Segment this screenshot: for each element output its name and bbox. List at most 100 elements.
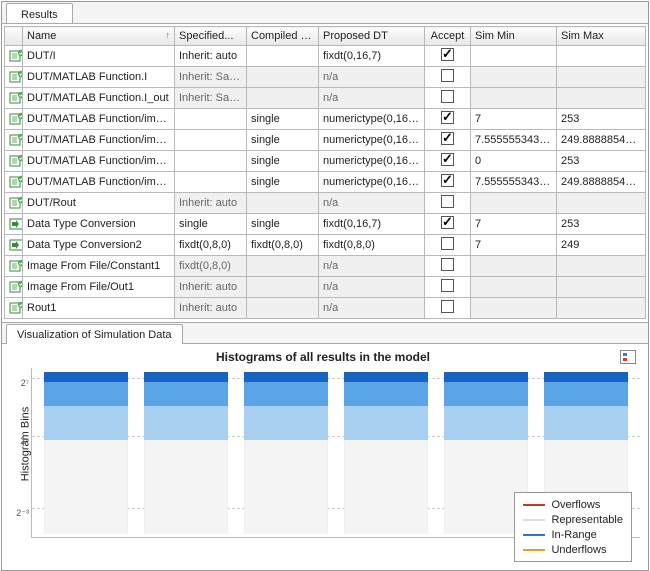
cell-simmax <box>557 46 646 67</box>
cell-accept[interactable] <box>425 214 471 235</box>
accept-checkbox[interactable] <box>441 279 454 292</box>
cell-proposed: n/a <box>319 256 425 277</box>
col-simmin[interactable]: Sim Min <box>471 27 557 46</box>
cell-specified <box>175 109 247 130</box>
table-row[interactable]: Rout1Inherit: auton/a <box>5 298 646 319</box>
col-icon[interactable] <box>5 27 23 46</box>
cell-accept[interactable] <box>425 277 471 298</box>
accept-checkbox[interactable] <box>441 300 454 313</box>
col-proposed[interactable]: Proposed DT <box>319 27 425 46</box>
cell-accept[interactable] <box>425 172 471 193</box>
table-row[interactable]: DUT/RoutInherit: auton/a <box>5 193 646 214</box>
cell-accept[interactable] <box>425 88 471 109</box>
accept-checkbox[interactable] <box>441 69 454 82</box>
histogram-bar[interactable] <box>144 368 228 537</box>
legend-toggle-icon[interactable] <box>620 350 636 364</box>
cell-proposed: n/a <box>319 67 425 88</box>
y-axis: Histogram Bins 2⁷2⁴2⁻³ <box>6 368 32 538</box>
cell-compiled <box>247 298 319 319</box>
histogram-bar[interactable] <box>44 368 128 537</box>
table-row[interactable]: Image From File/Out1Inherit: auton/a <box>5 277 646 298</box>
cell-accept[interactable] <box>425 67 471 88</box>
cell-simmax: 253 <box>557 109 646 130</box>
accept-checkbox[interactable] <box>441 216 454 229</box>
cell-simmin: 7 <box>471 235 557 256</box>
cell-accept[interactable] <box>425 151 471 172</box>
table-row[interactable]: Data Type Conversionsinglesinglefixdt(0,… <box>5 214 646 235</box>
table-row[interactable]: DUT/MATLAB Function/image...singlenumeri… <box>5 151 646 172</box>
cell-proposed: numerictype(0,16,7) <box>319 109 425 130</box>
table-row[interactable]: Image From File/Constant1fixdt(0,8,0)n/a <box>5 256 646 277</box>
accept-checkbox[interactable] <box>441 132 454 145</box>
tab-results[interactable]: Results <box>6 3 73 23</box>
legend-swatch <box>523 549 545 551</box>
cell-simmin <box>471 88 557 109</box>
cell-specified: Inherit: auto <box>175 277 247 298</box>
row-type-icon <box>9 90 23 106</box>
cell-simmax <box>557 256 646 277</box>
accept-checkbox[interactable] <box>441 237 454 250</box>
accept-checkbox[interactable] <box>441 153 454 166</box>
table-row[interactable]: DUT/IInherit: autofixdt(0,16,7) <box>5 46 646 67</box>
cell-name: DUT/MATLAB Function/image... <box>23 130 175 151</box>
legend-item[interactable]: Overflows <box>523 497 623 512</box>
cell-specified: Inherit: auto <box>175 193 247 214</box>
cell-name: Data Type Conversion2 <box>23 235 175 256</box>
col-specified[interactable]: Specified... <box>175 27 247 46</box>
cell-simmax: 249.88888549804688 <box>557 172 646 193</box>
cell-specified: Inherit: Same ... <box>175 67 247 88</box>
cell-proposed: fixdt(0,8,0) <box>319 235 425 256</box>
legend-item[interactable]: Underflows <box>523 542 623 557</box>
histogram-bar[interactable] <box>244 368 328 537</box>
cell-simmax <box>557 298 646 319</box>
cell-proposed: n/a <box>319 298 425 319</box>
cell-accept[interactable] <box>425 46 471 67</box>
table-row[interactable]: DUT/MATLAB Function/image...singlenumeri… <box>5 172 646 193</box>
col-name[interactable]: Name↑ <box>23 27 175 46</box>
cell-name: DUT/MATLAB Function.I_out <box>23 88 175 109</box>
tab-visualization[interactable]: Visualization of Simulation Data <box>6 324 183 344</box>
cell-compiled <box>247 46 319 67</box>
table-row[interactable]: DUT/MATLAB Function/image...singlenumeri… <box>5 109 646 130</box>
cell-simmin: 7.55555534362793 <box>471 130 557 151</box>
legend-item[interactable]: In-Range <box>523 527 623 542</box>
cell-accept[interactable] <box>425 130 471 151</box>
table-row[interactable]: DUT/MATLAB Function.IInherit: Same ...n/… <box>5 67 646 88</box>
accept-checkbox[interactable] <box>441 195 454 208</box>
table-row[interactable]: Data Type Conversion2fixdt(0,8,0)fixdt(0… <box>5 235 646 256</box>
col-compiled[interactable]: Compiled DT <box>247 27 319 46</box>
accept-checkbox[interactable] <box>441 258 454 271</box>
cell-proposed: fixdt(0,16,7) <box>319 214 425 235</box>
cell-proposed: numerictype(0,16,7) <box>319 151 425 172</box>
cell-simmin <box>471 193 557 214</box>
legend-label: Underflows <box>551 544 606 556</box>
viz-tab-bar: Visualization of Simulation Data <box>2 322 648 344</box>
cell-accept[interactable] <box>425 298 471 319</box>
accept-checkbox[interactable] <box>441 90 454 103</box>
cell-simmax <box>557 277 646 298</box>
viz-title: Histograms of all results in the model <box>6 348 640 368</box>
cell-accept[interactable] <box>425 256 471 277</box>
cell-simmax: 249 <box>557 235 646 256</box>
cell-simmax: 253 <box>557 151 646 172</box>
cell-name: DUT/MATLAB Function/image... <box>23 151 175 172</box>
cell-specified: single <box>175 214 247 235</box>
table-row[interactable]: DUT/MATLAB Function.I_outInherit: Same .… <box>5 88 646 109</box>
accept-checkbox[interactable] <box>441 111 454 124</box>
cell-compiled <box>247 256 319 277</box>
col-accept[interactable]: Accept <box>425 27 471 46</box>
col-simmax[interactable]: Sim Max <box>557 27 646 46</box>
cell-simmin <box>471 256 557 277</box>
cell-accept[interactable] <box>425 109 471 130</box>
legend-box[interactable]: OverflowsRepresentableIn-RangeUnderflows <box>514 492 632 562</box>
cell-accept[interactable] <box>425 193 471 214</box>
histogram-bar[interactable] <box>344 368 428 537</box>
table-row[interactable]: DUT/MATLAB Function/image...singlenumeri… <box>5 130 646 151</box>
cell-simmin <box>471 298 557 319</box>
row-type-icon <box>9 195 23 211</box>
row-type-icon <box>9 69 23 85</box>
cell-accept[interactable] <box>425 235 471 256</box>
cell-simmax: 253 <box>557 214 646 235</box>
accept-checkbox[interactable] <box>441 174 454 187</box>
accept-checkbox[interactable] <box>441 48 454 61</box>
